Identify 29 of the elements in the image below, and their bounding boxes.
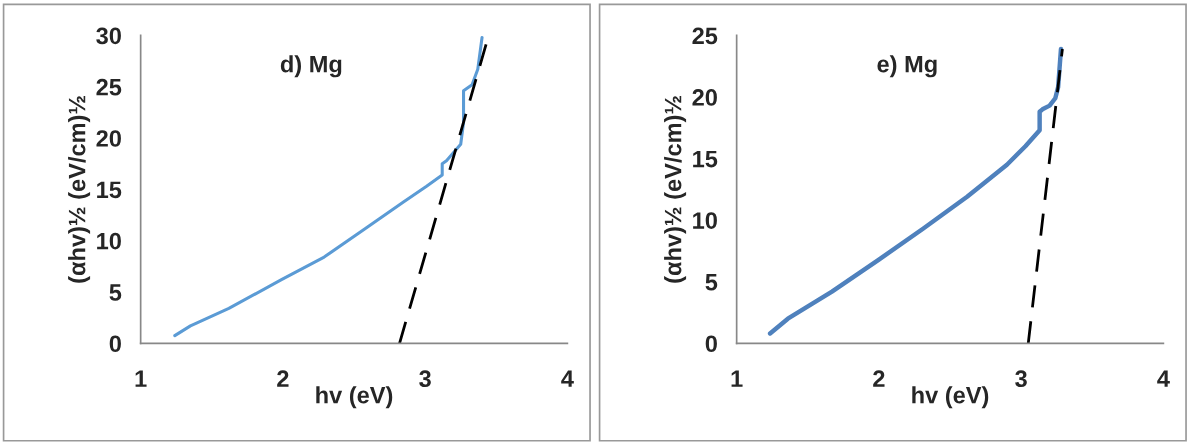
line-series (173, 35, 484, 338)
x-tick-label: 3 (1015, 370, 1027, 388)
y-tick-label: 10 (693, 212, 717, 229)
x-tick-label: 4 (1157, 370, 1170, 387)
y-tick-label: 25 (692, 27, 718, 45)
x-tick-label: 1 (135, 370, 147, 387)
y-tick-label: 20 (96, 130, 121, 147)
annotation: d) Mg (280, 55, 342, 78)
x-tick-label: 4 (561, 370, 574, 387)
x-tick-label: 1 (731, 370, 743, 387)
x-tick-label: 2 (277, 370, 289, 387)
x-axis-title: hv (eV) (912, 386, 989, 409)
y-axis-title: (αhv)½ (eV/cm)½ (68, 95, 91, 283)
x-tick-label: 3 (419, 370, 431, 388)
y-tick-label: 0 (109, 335, 121, 353)
y-axis-title: (αhv)½ (eV/cm)½ (664, 95, 687, 283)
y-tick-label: 15 (693, 150, 718, 168)
y-tick-label: 20 (692, 89, 717, 106)
x-axis-title: hv (eV) (316, 386, 393, 409)
y-tick-label: 5 (705, 274, 718, 291)
line-series (767, 46, 1064, 336)
y-tick-label: 10 (97, 232, 121, 250)
x-tick-label: 2 (873, 370, 885, 387)
annotation: e) Mg (877, 55, 937, 78)
y-tick-label: 5 (109, 284, 122, 301)
y-tick-label: 25 (96, 78, 122, 96)
y-tick-label: 15 (97, 181, 122, 199)
y-tick-label: 0 (705, 335, 717, 353)
y-tick-label: 30 (96, 27, 121, 45)
